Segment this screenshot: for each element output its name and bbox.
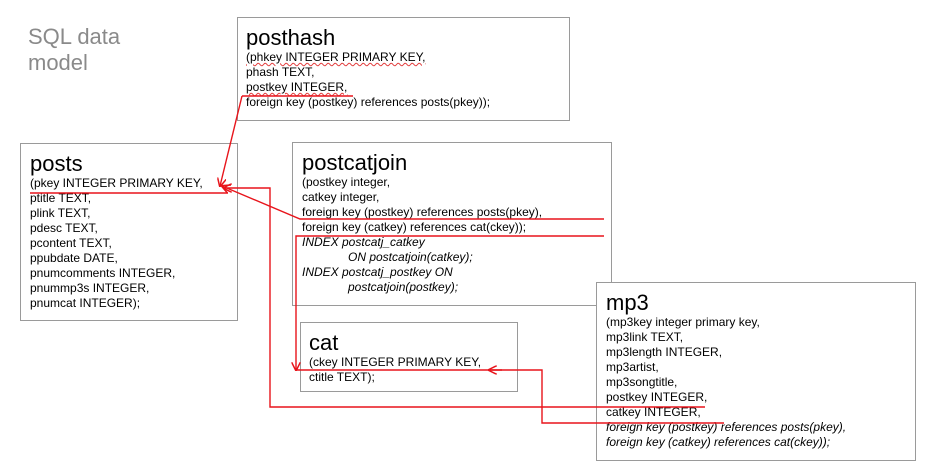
posthash-line-4: foreign key (postkey) references posts(p… [246, 95, 491, 109]
table-name-cat: cat [309, 330, 339, 355]
mp3-line-8: foreign key (postkey) references posts(p… [606, 420, 847, 434]
posthash-line-3: postkey INTEGER, [246, 80, 569, 95]
mp3-line-9: foreign key (catkey) references cat(ckey… [606, 435, 831, 449]
postcatjoin-line-4: foreign key (catkey) references cat(ckey… [302, 220, 527, 234]
table-box-cat[interactable]: cat (ckey INTEGER PRIMARY KEY, ctitle TE… [300, 322, 518, 392]
table-name-mp3: mp3 [606, 290, 649, 315]
table-name-postcatjoin: postcatjoin [302, 150, 408, 175]
table-name-posthash: posthash [246, 25, 336, 50]
postcatjoin-line-7: INDEX postcatj_postkey ON [302, 265, 453, 279]
postcatjoin-line-3: foreign key (postkey) references posts(p… [302, 205, 543, 219]
posthash-line-1-text: (phkey INTEGER PRIMARY KEY, [246, 50, 426, 64]
cat-line-1: (ckey INTEGER PRIMARY KEY, [309, 355, 482, 369]
postcatjoin-line-8: postcatjoin(postkey); [348, 280, 459, 294]
posthash-line-3-text: postkey INTEGER, [246, 80, 348, 94]
table-box-postcatjoin[interactable]: postcatjoin (postkey integer, catkey int… [292, 142, 612, 306]
posts-line-3: plink TEXT, [30, 206, 91, 220]
posts-line-7: pnumcomments INTEGER, [30, 266, 176, 280]
mp3-line-2: mp3link TEXT, [606, 330, 684, 344]
mp3-line-3: mp3length INTEGER, [606, 345, 723, 359]
posts-line-2: ptitle TEXT, [30, 191, 92, 205]
mp3-line-5: mp3songtitle, [606, 375, 678, 389]
mp3-line-7: catkey INTEGER, [606, 405, 701, 419]
posts-line-8: pnummp3s INTEGER, [30, 281, 150, 295]
postcatjoin-line-1: (postkey integer, [302, 175, 391, 189]
posts-line-9: pnumcat INTEGER); [30, 296, 141, 310]
posthash-line-2: phash TEXT, [246, 65, 315, 79]
postcatjoin-line-2: catkey integer, [302, 190, 380, 204]
table-box-posts[interactable]: posts (pkey INTEGER PRIMARY KEY, ptitle … [20, 143, 238, 321]
postcatjoin-line-6: ON postcatjoin(catkey); [348, 250, 473, 264]
table-name-posts: posts [30, 151, 83, 176]
table-box-mp3[interactable]: mp3 (mp3key integer primary key, mp3link… [596, 282, 916, 461]
mp3-line-1: (mp3key integer primary key, [606, 315, 760, 329]
posthash-line-1: (phkey INTEGER PRIMARY KEY, [246, 50, 569, 65]
postcatjoin-line-5: INDEX postcatj_catkey [302, 235, 425, 249]
cat-line-2: ctitle TEXT); [309, 370, 375, 384]
table-box-posthash[interactable]: posthash (phkey INTEGER PRIMARY KEY, pha… [237, 17, 570, 121]
posts-line-6: ppubdate DATE, [30, 251, 118, 265]
mp3-line-6: postkey INTEGER, [606, 390, 708, 404]
mp3-line-4: mp3artist, [606, 360, 659, 374]
posts-line-4: pdesc TEXT, [30, 221, 98, 235]
posts-line-1: (pkey INTEGER PRIMARY KEY, [30, 176, 203, 190]
slide-title: SQL data model [28, 24, 121, 75]
posts-line-5: pcontent TEXT, [30, 236, 112, 250]
